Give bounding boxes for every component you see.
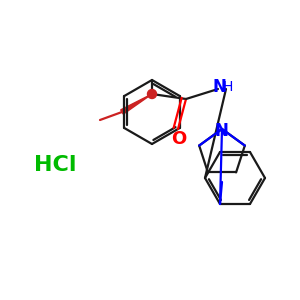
- Polygon shape: [121, 94, 152, 114]
- Text: N: N: [214, 122, 228, 140]
- Text: N: N: [212, 78, 226, 96]
- Text: H: H: [223, 80, 233, 94]
- Text: O: O: [171, 130, 187, 148]
- Text: HCl: HCl: [34, 155, 76, 175]
- Circle shape: [148, 89, 157, 98]
